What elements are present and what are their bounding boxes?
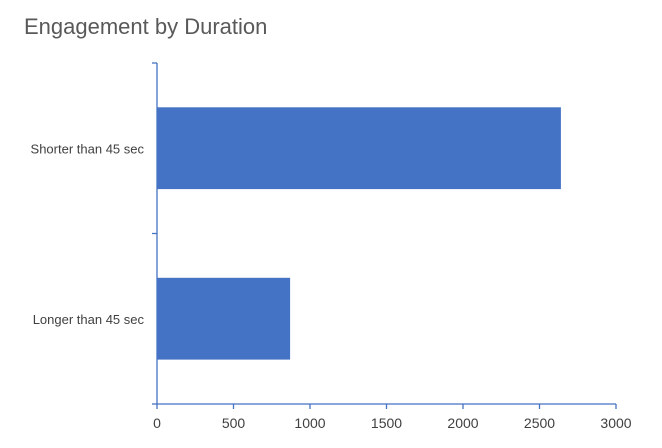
chart-title: Engagement by Duration xyxy=(24,14,268,39)
category-label: Shorter than 45 sec xyxy=(31,141,145,156)
x-tick-label: 0 xyxy=(153,415,161,431)
x-tick-label: 3000 xyxy=(600,415,631,431)
bars-layer xyxy=(157,107,561,360)
x-tick-label: 2000 xyxy=(447,415,478,431)
x-tick-label: 500 xyxy=(222,415,246,431)
bar xyxy=(157,107,561,190)
x-tick-label: 1500 xyxy=(371,415,402,431)
axis-layer xyxy=(152,62,617,409)
category-label: Longer than 45 sec xyxy=(33,312,145,327)
x-tick-label: 1000 xyxy=(294,415,325,431)
labels-layer: Shorter than 45 sec Longer than 45 sec 0 50… xyxy=(31,141,632,431)
bar xyxy=(157,277,291,360)
x-tick-label: 2500 xyxy=(524,415,555,431)
